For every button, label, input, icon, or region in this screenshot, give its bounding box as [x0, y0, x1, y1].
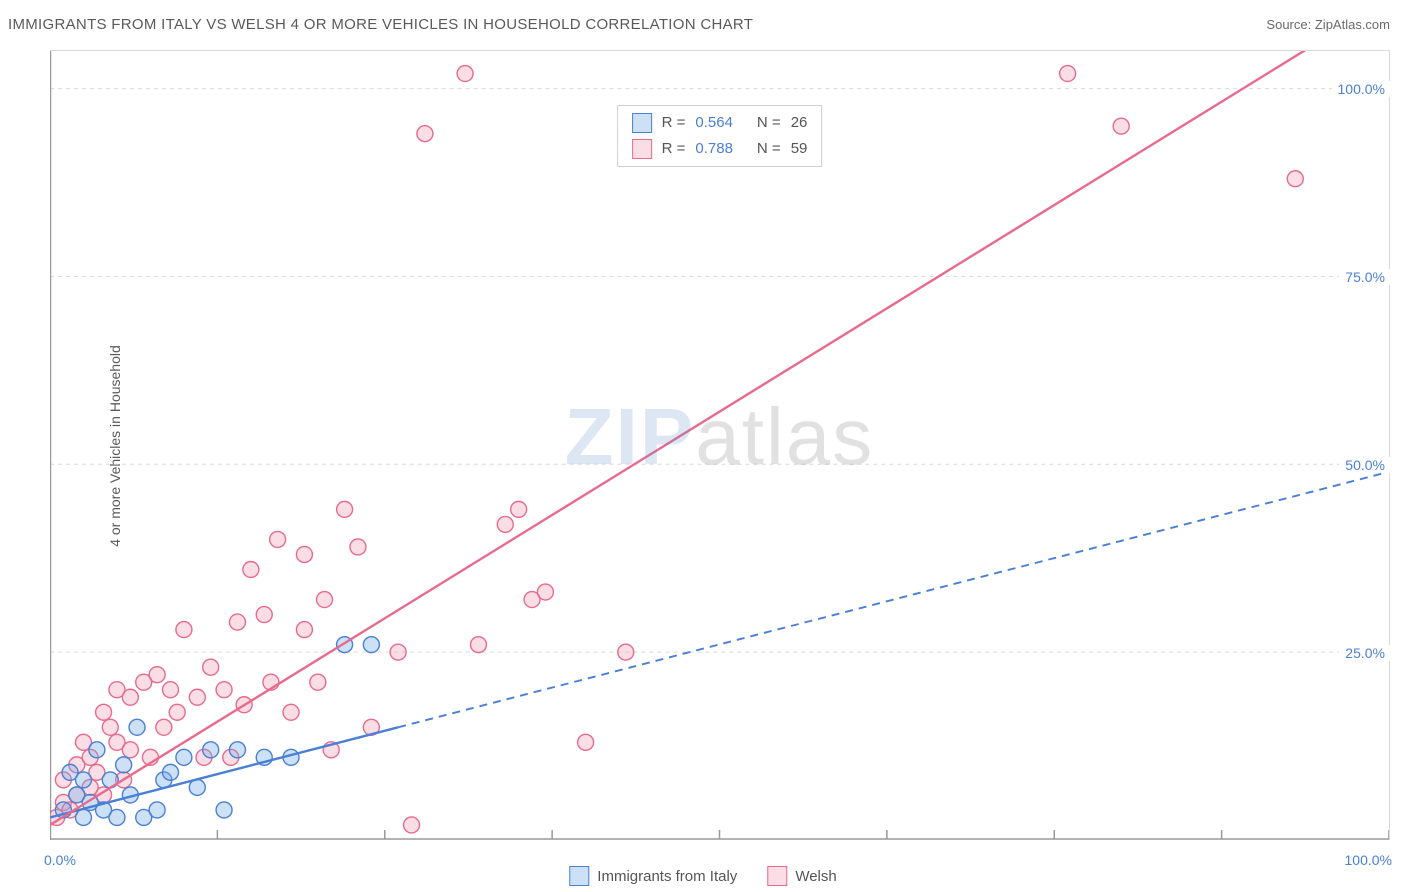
- legend-item: Welsh: [767, 866, 836, 886]
- plot-area: ZIPatlas R =0.564N =26R =0.788N =59 25.0…: [50, 50, 1390, 840]
- y-tick-label: 75.0%: [1339, 269, 1391, 285]
- legend-swatch: [632, 113, 652, 133]
- r-value: 0.788: [695, 136, 733, 162]
- n-value: 59: [791, 136, 808, 162]
- legend-swatch: [569, 866, 589, 886]
- n-label: N =: [757, 110, 781, 136]
- series-name: Welsh: [795, 868, 836, 885]
- correlation-legend: R = 0.564 N = 26 R = 0.788 N = 59: [617, 105, 823, 167]
- source-label: Source:: [1266, 17, 1311, 32]
- legend-swatch: [632, 139, 652, 159]
- y-tick-label: 100.0%: [1332, 81, 1391, 97]
- legend-row: R = 0.788 N = 59: [632, 136, 808, 162]
- chart-svg: [50, 51, 1389, 840]
- legend-row: R = 0.564 N = 26: [632, 110, 808, 136]
- chart-title: IMMIGRANTS FROM ITALY VS WELSH 4 OR MORE…: [8, 16, 753, 33]
- n-label: N =: [757, 136, 781, 162]
- r-label: R =: [662, 136, 686, 162]
- legend-swatch: [767, 866, 787, 886]
- x-left-label: 0.0%: [44, 852, 76, 868]
- x-right-label: 100.0%: [1345, 852, 1392, 868]
- source-link[interactable]: ZipAtlas.com: [1315, 17, 1390, 32]
- series-name: Immigrants from Italy: [597, 868, 737, 885]
- header: IMMIGRANTS FROM ITALY VS WELSH 4 OR MORE…: [0, 0, 1406, 48]
- n-value: 26: [791, 110, 808, 136]
- legend-item: Immigrants from Italy: [569, 866, 737, 886]
- series-legend: Immigrants from Italy Welsh: [569, 866, 836, 886]
- r-value: 0.564: [695, 110, 733, 136]
- source-attribution: Source: ZipAtlas.com: [1266, 17, 1390, 32]
- r-label: R =: [662, 110, 686, 136]
- y-tick-label: 50.0%: [1339, 457, 1391, 473]
- y-tick-label: 25.0%: [1339, 645, 1391, 661]
